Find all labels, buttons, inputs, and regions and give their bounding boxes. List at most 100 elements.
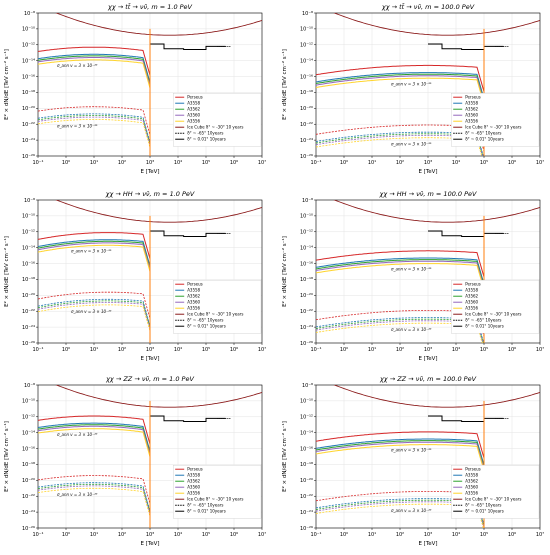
panel-zz-100pev: χχ → ZZ → νν̄, m = 100.0 PeV 10⁻¹ 10⁰ 10¹ 10…	[278, 372, 550, 555]
legend-box	[450, 465, 540, 519]
y-tick-label: 10⁻¹²	[300, 415, 313, 421]
y-tick-label: 10⁻²⁶	[300, 526, 313, 532]
a3556-spectrum	[38, 428, 151, 458]
legend-label-icecube: Ice Cube δ° ~ -30° 10 years	[465, 312, 521, 317]
a3560-spectrum	[38, 242, 151, 270]
legend-label-perseus: Perseus	[465, 467, 481, 472]
perseus-spectrum	[38, 106, 151, 136]
a3560-spectrum	[38, 302, 151, 329]
a3556-spectrum	[316, 77, 485, 105]
a3562-spectrum	[38, 115, 151, 144]
x-tick-label: 10⁵	[202, 532, 210, 538]
x-tick-label: 10⁻¹	[310, 347, 321, 353]
a3556-spectrum	[38, 304, 151, 332]
perseus-spectrum	[38, 291, 151, 319]
y-tick-label: 10⁻⁸	[302, 383, 313, 389]
y-tick-label: 10⁻²⁴	[300, 325, 313, 331]
a3556-spectrum	[316, 444, 485, 471]
chart-svg: χχ → HH → νν̄, m = 1.0 PeV 10⁻¹ 10⁰ 10¹ 10² 1…	[3, 190, 266, 362]
y-tick-label: 10⁻²⁶	[300, 341, 313, 347]
x-tick-label: 10⁻¹	[310, 532, 321, 538]
chart-title: χχ → HH → νν̄, m = 100.0 PeV	[379, 190, 478, 198]
x-tick-label: 10⁴	[174, 160, 182, 166]
icecube-curve	[150, 415, 226, 423]
y-tick-label: 10⁻¹⁴	[300, 58, 313, 64]
a3558-spectrum	[38, 298, 151, 326]
y-tick-label: 10⁻²²	[300, 122, 313, 128]
y-tick-label: 10⁻²⁰	[22, 293, 35, 299]
a3560-spectrum	[38, 57, 151, 86]
icecube-curve	[428, 415, 504, 423]
y-tick-label: 10⁻²²	[22, 494, 35, 500]
x-tick-label: 10⁻¹	[32, 347, 43, 353]
a3560-spectrum	[316, 501, 485, 528]
legend-label-a3562: A3562	[465, 107, 478, 112]
perseus-spectrum	[316, 491, 485, 518]
legend-label-km3_001: δ° ~ 0.01° 10years	[465, 324, 504, 329]
y-tick-label: 10⁻²²	[300, 309, 313, 315]
legend-label-perseus: Perseus	[465, 282, 481, 287]
cross-section-annotation: σ_ann v = 3 × 10⁻²⁶	[71, 248, 112, 253]
a3558-spectrum	[316, 131, 484, 156]
x-tick-label: 10⁷	[536, 160, 544, 166]
x-tick-label: 10⁷	[536, 532, 544, 538]
panel-hh-100pev: χχ → HH → νν̄, m = 100.0 PeV 10⁻¹ 10⁰ 10¹ 10…	[278, 187, 550, 370]
chart-title: χχ → HH → νν̄, m = 1.0 PeV	[105, 190, 195, 198]
y-tick-label: 10⁻¹⁸	[300, 90, 313, 96]
y-tick-label: 10⁻¹⁰	[22, 399, 35, 405]
legend-label-icecube: Ice Cube δ° ~ -30° 10 years	[187, 497, 243, 502]
a3558-spectrum	[38, 113, 151, 143]
a3560-spectrum	[38, 485, 151, 515]
legend-label-a3560: A3560	[187, 113, 200, 118]
x-tick-label: 10⁶	[508, 160, 516, 166]
x-axis-label: E [TeV]	[140, 356, 159, 362]
y-axis-label: E² × dN/dE [TeV cm⁻² s⁻¹]	[281, 236, 288, 307]
y-tick-label: 10⁻¹⁶	[22, 74, 35, 80]
legend-label-a3556: A3556	[187, 306, 200, 311]
legend-label-a3558: A3558	[465, 288, 478, 293]
x-tick-label: 10⁰	[62, 347, 70, 353]
x-tick-label: 10³	[146, 160, 154, 166]
legend-label-km3_65: δ° ~ -65° 10years	[187, 503, 223, 508]
icecube-curve	[150, 230, 226, 238]
x-tick-label: 10⁴	[452, 347, 460, 353]
cross-section-annotation: σ_ann v = 3 × 10⁻²⁶	[71, 309, 112, 314]
x-tick-label: 10¹	[90, 347, 98, 353]
x-tick-label: 10⁵	[480, 160, 488, 166]
legend-label-km3_001: δ° ~ 0.01° 10years	[465, 137, 504, 142]
plot-area	[316, 200, 540, 343]
x-tick-label: 10¹	[90, 160, 98, 166]
y-tick-label: 10⁻⁸	[24, 11, 35, 17]
a3556-spectrum	[38, 244, 151, 272]
y-tick-label: 10⁻²⁶	[22, 154, 35, 160]
a3562-spectrum	[316, 259, 485, 286]
legend-label-a3562: A3562	[187, 479, 200, 484]
x-axis-label: E [TeV]	[418, 169, 437, 175]
a3562-spectrum	[38, 483, 151, 513]
legend-label-km3_65: δ° ~ -65° 10years	[465, 318, 501, 323]
x-tick-label: 10⁻¹	[310, 160, 321, 166]
x-axis-label: E [TeV]	[418, 541, 437, 547]
y-tick-label: 10⁻¹²	[22, 43, 35, 49]
y-tick-label: 10⁻¹⁸	[22, 277, 35, 283]
a3562-spectrum	[38, 424, 151, 454]
y-tick-label: 10⁻¹⁴	[300, 430, 313, 436]
legend-label-perseus: Perseus	[187, 282, 203, 287]
y-tick-label: 10⁻¹⁴	[300, 245, 313, 251]
cross-section-annotation: σ_ann v = 3 × 10⁻²⁶	[57, 432, 98, 437]
a3562-spectrum	[316, 499, 485, 527]
y-tick-label: 10⁻¹⁸	[22, 462, 35, 468]
a3556-spectrum	[316, 322, 483, 343]
x-tick-label: 10⁶	[230, 160, 238, 166]
plot-area	[316, 13, 540, 156]
icecube-curve	[428, 230, 504, 238]
a3556-spectrum	[316, 263, 485, 290]
panel-hh-1pev: χχ → HH → νν̄, m = 1.0 PeV 10⁻¹ 10⁰ 10¹ 10² 1…	[0, 187, 272, 370]
y-tick-label: 10⁻²⁴	[22, 510, 35, 516]
legend-label-a3560: A3560	[465, 113, 478, 118]
perseus-spectrum	[316, 250, 485, 278]
y-tick-label: 10⁻²⁶	[300, 154, 313, 160]
